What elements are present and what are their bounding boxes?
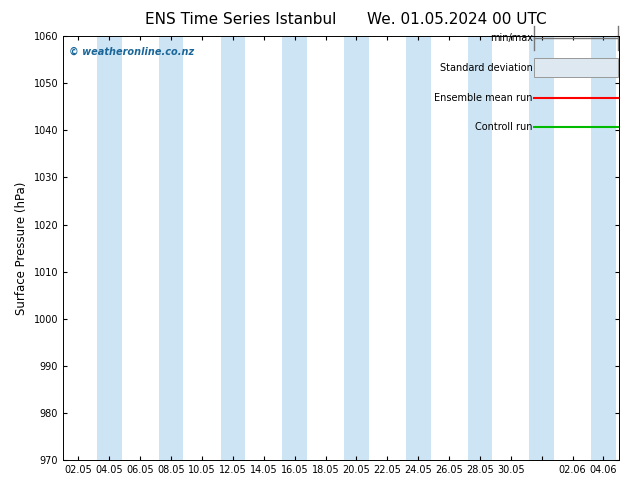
Text: Standard deviation: Standard deviation	[440, 63, 533, 73]
Bar	[158, 36, 183, 460]
Text: ENS Time Series Istanbul: ENS Time Series Istanbul	[145, 12, 337, 27]
Bar	[534, 58, 618, 77]
Text: Controll run: Controll run	[476, 122, 533, 132]
Bar	[221, 36, 245, 460]
Bar	[468, 36, 492, 460]
Bar	[344, 36, 369, 460]
Bar	[97, 36, 122, 460]
Y-axis label: Surface Pressure (hPa): Surface Pressure (hPa)	[15, 181, 28, 315]
Text: Ensemble mean run: Ensemble mean run	[434, 93, 533, 102]
Bar	[529, 36, 554, 460]
Bar	[406, 36, 430, 460]
Text: We. 01.05.2024 00 UTC: We. 01.05.2024 00 UTC	[366, 12, 547, 27]
Bar	[282, 36, 307, 460]
Bar	[591, 36, 616, 460]
Text: © weatheronline.co.nz: © weatheronline.co.nz	[68, 47, 194, 57]
Text: min/max: min/max	[489, 33, 533, 43]
